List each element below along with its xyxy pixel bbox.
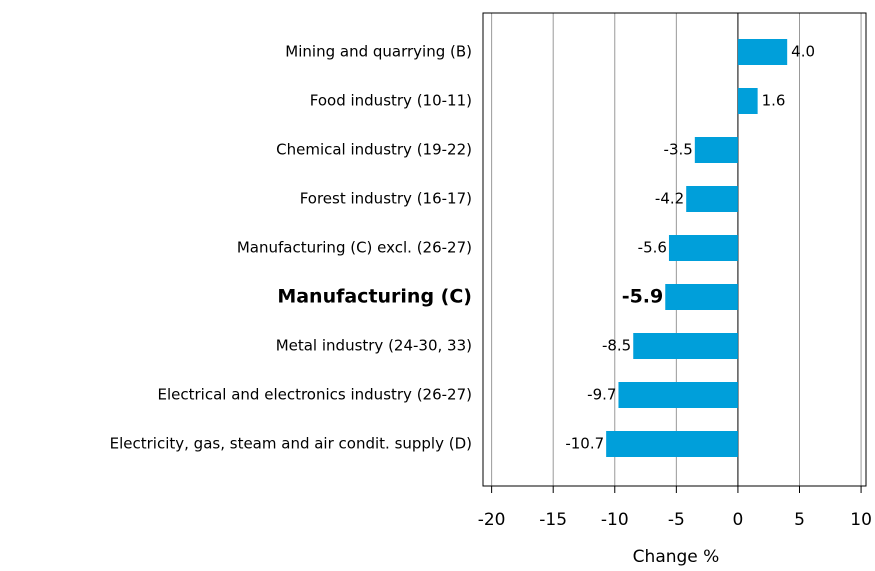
value-label: 1.6 — [762, 92, 786, 110]
x-tick-label: 0 — [733, 510, 744, 530]
x-tick-label: -10 — [601, 510, 629, 530]
bar — [737, 39, 788, 65]
value-label: -5.6 — [638, 239, 667, 257]
x-tick-label: 5 — [794, 510, 805, 530]
value-label: -10.7 — [565, 435, 604, 453]
bar — [606, 431, 738, 457]
x-tick-label: -15 — [539, 510, 567, 530]
bar — [737, 88, 758, 114]
value-label: 4.0 — [791, 43, 815, 61]
bar — [633, 333, 738, 359]
y-tick-label: Manufacturing (C) — [277, 286, 472, 308]
x-tick-label: -5 — [668, 510, 685, 530]
value-label: -8.5 — [602, 337, 631, 355]
bar — [686, 186, 738, 212]
value-label: -5.9 — [622, 286, 664, 308]
y-tick-label: Electricity, gas, steam and air condit. … — [110, 435, 472, 453]
bar — [665, 284, 738, 310]
x-tick-label: 10 — [850, 510, 872, 530]
x-axis-title: Change % — [633, 547, 720, 567]
y-tick-label: Metal industry (24-30, 33) — [276, 337, 472, 355]
y-tick-label: Chemical industry (19-22) — [276, 141, 472, 159]
value-label: -3.5 — [664, 141, 693, 159]
y-tick-label: Electrical and electronics industry (26-… — [158, 386, 472, 404]
x-tick-label: -20 — [478, 510, 506, 530]
y-tick-label: Mining and quarrying (B) — [285, 43, 472, 61]
bar — [618, 382, 738, 408]
bar — [694, 137, 738, 163]
y-tick-label: Forest industry (16-17) — [300, 190, 472, 208]
plot-frame — [482, 12, 867, 487]
y-tick-label: Manufacturing (C) excl. (26-27) — [237, 239, 472, 257]
y-tick-label: Food industry (10-11) — [310, 92, 472, 110]
bar — [668, 235, 738, 261]
value-label: -9.7 — [587, 386, 616, 404]
value-label: -4.2 — [655, 190, 684, 208]
